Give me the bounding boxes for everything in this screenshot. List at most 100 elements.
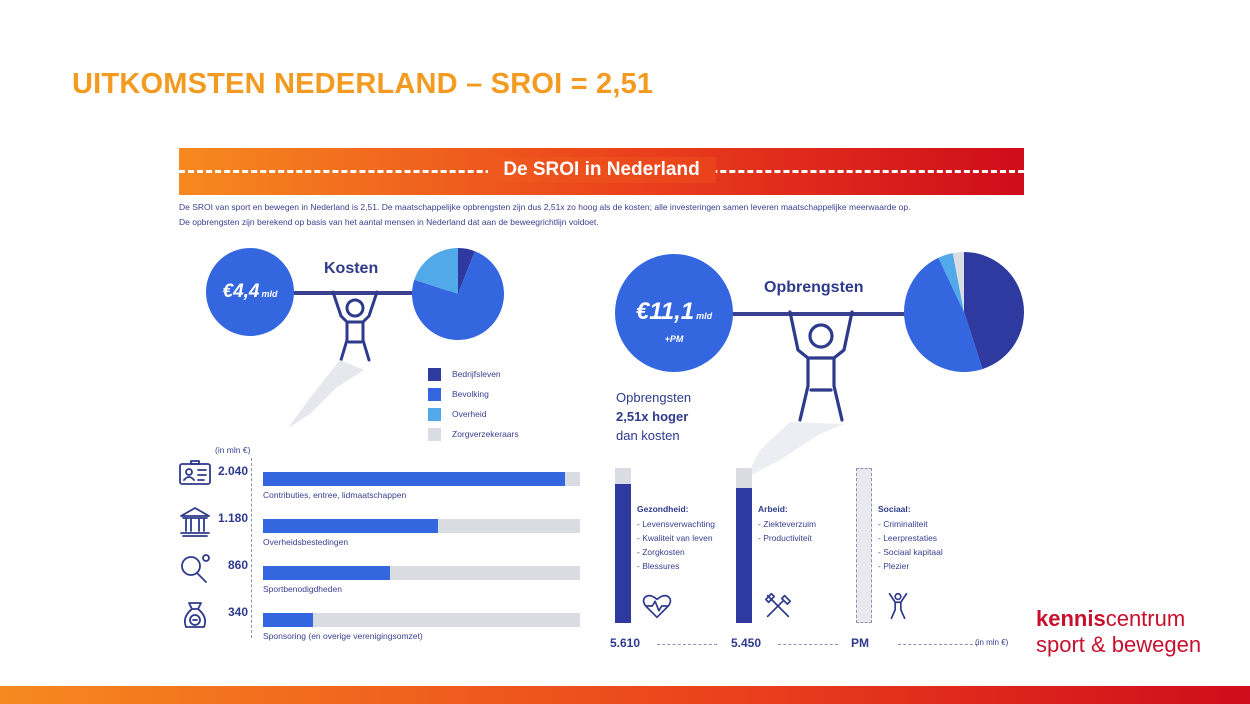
cost-bar-fill (263, 613, 313, 627)
pie-slice-2 (414, 248, 458, 294)
slide-title: UITKOMSTEN NEDERLAND – SROI = 2,51 (72, 68, 654, 100)
opbrengsten-extra: +PM (664, 334, 684, 344)
benefit-item: - Blessures (637, 561, 680, 571)
kenniscentrum-logo: kenniscentrum sport & bewegen (1036, 606, 1201, 658)
kosten-barbell-bar (250, 291, 470, 295)
cost-row-label: Sportbenodigdheden (263, 584, 342, 594)
pie-slice-0 (964, 252, 1024, 370)
benefit-bar-track (856, 468, 872, 623)
logo-text-kennis: kennis (1036, 606, 1106, 631)
benefit-item: - Kwaliteit van leven (637, 533, 713, 543)
benefit-item: - Plezier (878, 561, 910, 571)
benefit-bar-fill (736, 488, 752, 623)
heart-pulse-icon (642, 594, 672, 619)
kosten-pie-chart (412, 248, 504, 340)
pie-slice-0 (458, 248, 475, 294)
kosten-amount-circle: €4,4 mld (206, 248, 294, 336)
cost-row-label: Contributies, entree, lidmaatschappen (263, 490, 407, 500)
opbrengsten-barbell-bar (700, 312, 940, 316)
pie-slice-3 (952, 252, 964, 312)
opbrengsten-note-line-3: dan kosten (616, 428, 680, 443)
benefit-category-title: Sociaal: (878, 504, 911, 514)
legend-label: Overheid (452, 409, 487, 419)
opbrengsten-note: Opbrengsten 2,51x hoger dan kosten (616, 388, 691, 445)
opbrengsten-pie-chart (904, 252, 1024, 372)
pie-slice-1 (904, 257, 983, 372)
cost-value: 860 (227, 558, 248, 572)
legend-label: Bedrijfsleven (452, 369, 501, 379)
bottom-gradient-bar (0, 686, 1250, 704)
benefit-bar-track (736, 468, 752, 623)
cost-value: 1.180 (217, 511, 248, 525)
kosten-amount-value: €4,4 (222, 281, 260, 302)
dotted-leader (898, 644, 978, 645)
benefit-value: 5.610 (610, 636, 641, 650)
cost-bar-fill (263, 566, 390, 580)
logo-text-sport-bewegen: sport & bewegen (1036, 632, 1202, 657)
cost-breakdown: 2.040 Contributies, entree, lidmaatschapp… (170, 460, 590, 646)
pie-slice-1 (412, 251, 504, 340)
weightlifter-icon (788, 310, 854, 422)
kosten-amount: €4,4 mld (206, 281, 294, 303)
opbrengsten-label: Opbrengsten (764, 279, 864, 296)
benefit-category-title: Arbeid: (758, 504, 788, 514)
dotted-leader (657, 644, 717, 645)
weightlifter-shadow (288, 360, 364, 428)
benefit-value: PM (851, 636, 869, 650)
legend-swatch (428, 368, 441, 381)
kosten-label: Kosten (324, 260, 379, 277)
legend-label: Bevolking (452, 389, 489, 399)
legend-swatch (428, 428, 441, 441)
benefit-item: - Productiviteit (758, 533, 812, 543)
kosten-amount-unit: mld (261, 289, 278, 299)
opbrengsten-amount-circle: €11,1 mld +PM (615, 254, 733, 372)
benefit-item: - Ziekteverzuim (758, 519, 817, 529)
cost-value: 340 (227, 605, 248, 619)
intro-line-1: De SROI van sport en bewegen in Nederlan… (179, 202, 911, 212)
cost-value: 2.040 (217, 464, 248, 478)
benefit-unit-label: (in mln €) (975, 638, 1009, 647)
weightlifter-shadow (746, 422, 844, 478)
pie-slice-2 (938, 253, 964, 312)
benefit-category-title: Gezondheid: (637, 504, 689, 514)
cost-bar-fill (263, 519, 438, 533)
banner: De SROI in Nederland (179, 148, 1024, 195)
legend-swatch (428, 388, 441, 401)
money-bag-icon (183, 602, 207, 628)
logo-text-centrum: centrum (1105, 606, 1186, 631)
cost-row-label: Sponsoring (en overige verenigingsomzet) (263, 631, 423, 641)
benefit-item: - Sociaal kapitaal (878, 547, 943, 557)
opbrengsten-note-line-2: 2,51x hoger (616, 409, 689, 424)
cost-bar-track (263, 519, 580, 533)
benefit-value: 5.450 (731, 636, 762, 650)
legend-label: Zorgverzekeraars (452, 429, 519, 439)
government-building-icon (180, 507, 210, 537)
benefit-bar-fill (615, 484, 631, 623)
cost-bar-fill (263, 472, 565, 486)
cost-row-label: Overheidsbestedingen (263, 537, 349, 547)
table-tennis-icon (181, 554, 210, 583)
legend: Bedrijfsleven Bevolking Overheid Zorgverzek… (428, 368, 558, 448)
cost-bar-track (263, 472, 580, 486)
opbrengsten-note-line-1: Opbrengsten (616, 390, 692, 405)
tools-icon (764, 592, 792, 618)
opbrengsten-amount-value: €11,1 (635, 298, 695, 325)
benefit-item: - Criminaliteit (878, 519, 928, 529)
benefit-item: - Leerprestaties (878, 533, 938, 543)
opbrengsten-amount: €11,1 mld (615, 298, 733, 326)
opbrengsten-amount-unit: mld (696, 311, 713, 321)
cost-axis-line (251, 458, 252, 638)
cheering-person-icon (888, 592, 908, 620)
banner-title: De SROI in Nederland (487, 157, 716, 183)
cost-bar-track (263, 566, 580, 580)
cost-unit-label: (in mln €) (215, 445, 251, 455)
dotted-leader (778, 644, 838, 645)
membership-card-icon (179, 460, 211, 485)
intro-line-2: De opbrengsten zijn berekend op basis va… (179, 217, 599, 227)
cost-bar-track (263, 613, 580, 627)
benefit-item: - Levensverwachting (637, 519, 715, 529)
benefit-item: - Zorgkosten (637, 547, 685, 557)
legend-swatch (428, 408, 441, 421)
benefit-bar-track (615, 468, 631, 623)
benefit-breakdown: Gezondheid: - Levensverwachting - Kwalitei… (600, 466, 1030, 656)
